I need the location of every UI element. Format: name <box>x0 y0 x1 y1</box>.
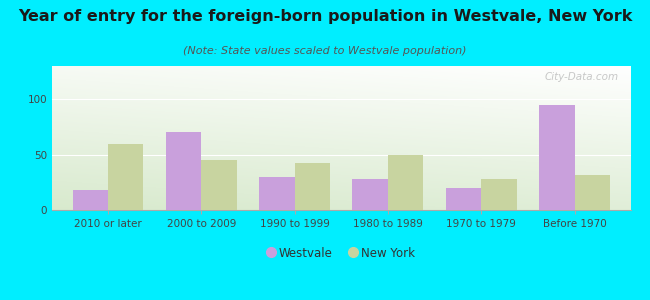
Bar <box>108 143 144 210</box>
Bar <box>166 133 202 210</box>
Bar <box>202 160 237 210</box>
Bar <box>294 164 330 210</box>
Text: City-Data.com: City-Data.com <box>545 72 619 82</box>
Bar <box>388 154 423 210</box>
Bar <box>446 188 481 210</box>
Bar <box>352 179 388 210</box>
Bar <box>73 190 108 210</box>
Text: (Note: State values scaled to Westvale population): (Note: State values scaled to Westvale p… <box>183 46 467 56</box>
Text: Year of entry for the foreign-born population in Westvale, New York: Year of entry for the foreign-born popul… <box>18 9 632 24</box>
Bar <box>259 177 294 210</box>
Bar <box>539 105 575 210</box>
Legend: Westvale, New York: Westvale, New York <box>263 242 419 265</box>
Bar <box>481 179 517 210</box>
Bar <box>575 175 610 210</box>
